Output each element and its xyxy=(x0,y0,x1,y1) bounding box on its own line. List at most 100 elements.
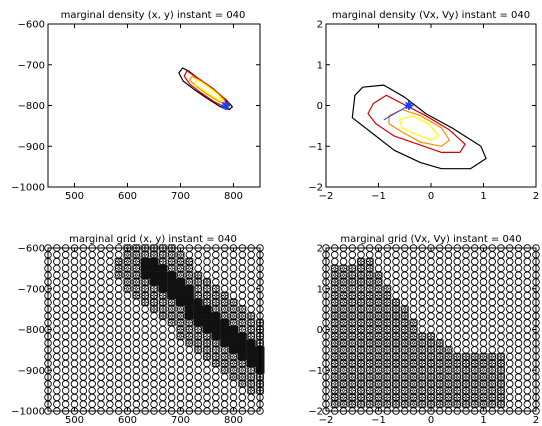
contour-outer xyxy=(351,84,487,170)
grid-cell-dense xyxy=(193,312,203,320)
grid-subnode xyxy=(365,397,370,402)
grid-subnode xyxy=(189,268,194,273)
grid-subnode xyxy=(361,329,366,334)
grid-subnode xyxy=(334,315,339,320)
grid-subnode xyxy=(378,288,383,293)
grid-subnode xyxy=(114,274,119,279)
grid-subnode xyxy=(123,281,128,286)
contour-red xyxy=(367,94,466,153)
grid-subnode xyxy=(224,349,229,354)
grid-subnode xyxy=(496,397,501,402)
grid-subnode xyxy=(343,329,348,334)
grid-subnode xyxy=(141,288,146,293)
grid-subnode xyxy=(352,268,357,273)
grid-subnode xyxy=(348,268,353,273)
grid-subnode xyxy=(409,329,414,334)
grid-subnode xyxy=(361,288,366,293)
grid-subnode xyxy=(194,274,199,279)
grid-subnode xyxy=(374,281,379,286)
grid-subnode xyxy=(356,383,361,388)
grid-subnode xyxy=(233,322,238,327)
grid-subnode xyxy=(496,363,501,368)
grid-subnode xyxy=(202,295,207,300)
grid-subnode xyxy=(461,356,466,361)
grid-subnode xyxy=(334,322,339,327)
grid-subnode xyxy=(409,397,414,402)
y-tick-label: 2 xyxy=(317,244,323,255)
grid-subnode xyxy=(229,369,234,374)
grid-subnode xyxy=(339,390,344,395)
grid-subnode xyxy=(224,302,229,307)
grid-subnode xyxy=(483,356,488,361)
grid-subnode xyxy=(431,342,436,347)
grid-subnode xyxy=(404,376,409,381)
grid-subnode xyxy=(492,403,497,408)
grid-subnode xyxy=(334,397,339,402)
grid-subnode xyxy=(418,383,423,388)
grid-subnode xyxy=(426,335,431,340)
grid-subnode xyxy=(185,329,190,334)
grid-subnode xyxy=(418,369,423,374)
grid-subnode xyxy=(453,363,458,368)
grid-cell-dense xyxy=(167,292,177,300)
grid-subnode xyxy=(374,390,379,395)
grid-subnode xyxy=(339,363,344,368)
grid-subnode xyxy=(418,403,423,408)
grid-subnode xyxy=(361,302,366,307)
grid-subnode xyxy=(422,397,427,402)
grid-subnode xyxy=(339,356,344,361)
grid-subnode xyxy=(132,274,137,279)
grid-subnode xyxy=(374,308,379,313)
x-tick-label: 800 xyxy=(224,415,243,426)
grid-subnode xyxy=(330,369,335,374)
grid-subnode xyxy=(466,363,471,368)
grid-subnode xyxy=(330,322,335,327)
grid-subnode xyxy=(251,383,256,388)
grid-subnode xyxy=(444,349,449,354)
grid-subnode xyxy=(396,349,401,354)
grid-subnode xyxy=(431,383,436,388)
grid-subnode xyxy=(167,268,172,273)
grid-subnode xyxy=(339,322,344,327)
grid-subnode xyxy=(404,390,409,395)
grid-subnode xyxy=(229,356,234,361)
grid-subnode xyxy=(361,335,366,340)
grid-subnode xyxy=(334,302,339,307)
grid-subnode xyxy=(352,288,357,293)
grid-subnode xyxy=(356,376,361,381)
grid-subnode xyxy=(198,281,203,286)
grid-subnode xyxy=(330,315,335,320)
grid-subnode xyxy=(215,302,220,307)
grid-subnode xyxy=(378,308,383,313)
x-tick-label: −2 xyxy=(319,415,334,426)
grid-cell-dense xyxy=(246,353,256,361)
grid-subnode xyxy=(180,261,185,266)
grid-subnode xyxy=(378,363,383,368)
grid-subnode xyxy=(202,342,207,347)
grid-subnode xyxy=(247,390,252,395)
grid-subnode xyxy=(501,390,506,395)
grid-subnode xyxy=(233,302,238,307)
grid-subnode xyxy=(413,349,418,354)
grid-subnode xyxy=(207,335,212,340)
grid-nodes xyxy=(44,244,264,415)
grid-subnode xyxy=(162,315,167,320)
grid-subnode xyxy=(365,302,370,307)
grid-subnode xyxy=(185,335,190,340)
grid-cell-dense xyxy=(193,319,203,327)
grid-subnode xyxy=(334,274,339,279)
grid-subnode xyxy=(387,363,392,368)
grid-subnode xyxy=(501,397,506,402)
grid-subnode xyxy=(211,295,216,300)
grid-subnode xyxy=(488,363,493,368)
grid-subnode xyxy=(176,261,181,266)
grid-subnode xyxy=(343,288,348,293)
grid-subnode xyxy=(461,383,466,388)
grid-subnode xyxy=(215,363,220,368)
grid-subnode xyxy=(479,390,484,395)
grid-subnode xyxy=(365,315,370,320)
grid-subnode xyxy=(334,376,339,381)
grid-subnode xyxy=(334,335,339,340)
grid-cell-dense xyxy=(202,319,212,327)
grid-subnode xyxy=(400,403,405,408)
